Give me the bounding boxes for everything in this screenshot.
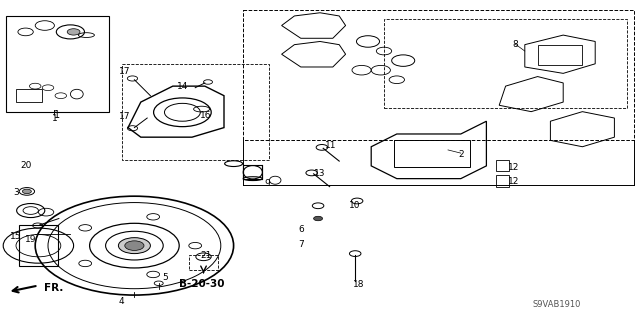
Text: 19: 19 [25,235,36,244]
Circle shape [314,216,323,221]
Bar [6,16,109,112]
Text: 13: 13 [314,169,326,178]
Text: 6: 6 [298,225,303,234]
Bar [394,140,470,167]
Circle shape [67,29,80,35]
Text: 3: 3 [13,189,19,197]
Bar [243,165,262,179]
Bar [384,19,627,108]
Bar [496,160,509,171]
Text: 21: 21 [200,251,212,260]
Bar [496,175,509,187]
Text: 12: 12 [508,177,519,186]
Circle shape [125,241,144,250]
Bar [538,45,582,65]
Text: 9: 9 [265,179,270,188]
Text: 14: 14 [177,82,188,91]
Text: 11: 11 [325,141,337,150]
Circle shape [118,238,150,254]
Text: S9VAB1910: S9VAB1910 [532,300,581,309]
Text: 17: 17 [119,112,131,121]
Text: 1: 1 [52,114,57,122]
Text: 8: 8 [513,40,518,49]
Text: 17: 17 [119,67,131,76]
Text: B-20-30: B-20-30 [179,279,225,289]
Bar [16,89,42,102]
Bar [189,255,218,270]
Text: 18: 18 [353,280,364,289]
Text: FR.: FR. [44,283,63,293]
Text: 2: 2 [458,150,463,159]
Text: 20: 20 [20,161,31,170]
Circle shape [22,189,31,194]
Text: 16: 16 [200,111,212,120]
Text: 4: 4 [119,297,124,306]
Text: 1: 1 [54,110,61,121]
Text: 12: 12 [508,163,519,172]
Text: 7: 7 [298,240,303,249]
Text: 15: 15 [10,232,22,241]
Text: 10: 10 [349,201,361,210]
Text: 5: 5 [163,273,168,282]
Bar [19,225,58,266]
